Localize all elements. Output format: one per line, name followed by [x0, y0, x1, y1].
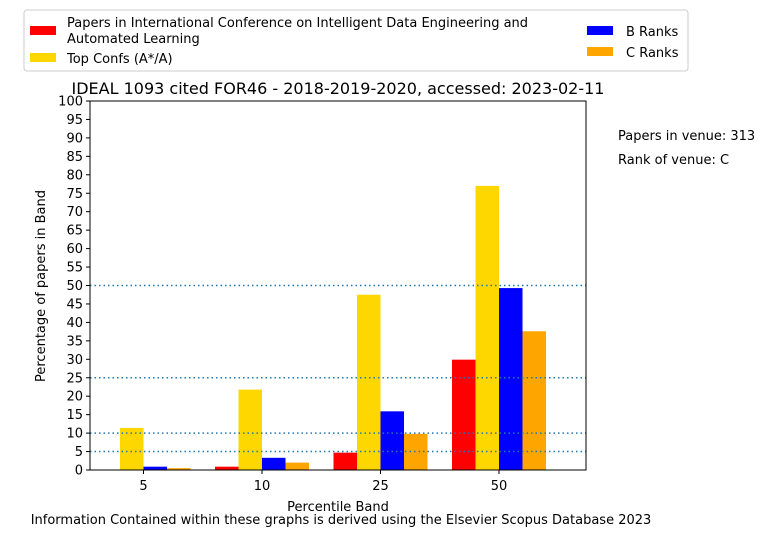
chart-title: IDEAL 1093 cited FOR46 - 2018-2019-2020,… — [72, 79, 605, 98]
legend-label-top: Top Confs (A*/A) — [66, 52, 173, 67]
y-tick-label-10: 10 — [66, 427, 83, 442]
bar-50-series-1 — [475, 185, 499, 470]
x-tick-label-10: 10 — [254, 479, 271, 494]
y-tick-label-20: 20 — [66, 390, 83, 405]
y-axis: 0 5 10 15 20 25 30 35 40 45 50 55 60 65 70 75 80 85 90 95 10… — [58, 95, 90, 479]
bar-5-series-3 — [167, 468, 191, 470]
bar-10-series-2 — [262, 457, 286, 470]
y-tick-label-45: 45 — [66, 297, 83, 312]
legend-label-venue-line1: Papers in International Conference on In… — [67, 16, 528, 31]
y-tick-label-55: 55 — [66, 261, 83, 276]
bar-25-series-0 — [333, 452, 357, 470]
bar-50-series-2 — [499, 288, 523, 470]
y-tick-label-85: 85 — [66, 150, 83, 165]
x-tick-label-50: 50 — [491, 479, 508, 494]
reference-lines-group — [90, 284, 586, 453]
x-tick-label-25: 25 — [372, 479, 389, 494]
y-tick-label-75: 75 — [66, 187, 83, 202]
y-axis-label: Percentage of papers in Band — [34, 190, 49, 382]
y-tick-label-70: 70 — [66, 205, 83, 220]
legend-swatch-venue — [30, 26, 56, 35]
y-tick-label-100: 100 — [58, 95, 83, 110]
x-axis-label: Percentile Band — [287, 500, 389, 515]
y-tick-label-0: 0 — [75, 464, 83, 479]
y-tick-label-80: 80 — [66, 168, 83, 183]
y-tick-label-95: 95 — [66, 113, 83, 128]
y-tick-label-65: 65 — [66, 224, 83, 239]
legend-frame — [23, 9, 689, 72]
bar-10-series-1 — [238, 389, 262, 470]
bar-10-series-3 — [285, 462, 309, 470]
bar-25-series-3 — [404, 433, 428, 470]
bar-5-series-2 — [143, 466, 167, 470]
bar-25-series-1 — [357, 294, 381, 470]
bar-50-series-3 — [522, 331, 546, 470]
papers-in-venue-note: Papers in venue: 313 — [618, 129, 755, 144]
legend-label-c: C Ranks — [626, 46, 679, 61]
y-tick-label-50: 50 — [66, 279, 83, 294]
y-tick-label-25: 25 — [66, 371, 83, 386]
y-tick-label-5: 5 — [75, 445, 83, 460]
legend-label-b: B Ranks — [626, 25, 679, 40]
y-tick-label-60: 60 — [66, 242, 83, 257]
y-tick-label-15: 15 — [66, 408, 83, 423]
x-tick-label-5: 5 — [139, 479, 147, 494]
y-tick-label-35: 35 — [66, 334, 83, 349]
plot-frame — [89, 100, 587, 471]
legend-swatch-c — [587, 47, 613, 56]
bars-group — [120, 185, 546, 470]
bar-50-series-0 — [452, 359, 476, 470]
bar-5-series-1 — [120, 427, 144, 470]
y-tick-label-30: 30 — [66, 353, 83, 368]
legend-swatch-b — [587, 26, 613, 35]
bar-10-series-0 — [215, 466, 239, 470]
footer-source-note: Information Contained within these graph… — [31, 513, 652, 528]
y-tick-label-40: 40 — [66, 316, 83, 331]
legend-swatch-top — [30, 53, 56, 62]
y-tick-label-90: 90 — [66, 131, 83, 146]
legend: Papers in International Conference on In… — [23, 9, 689, 72]
rank-of-venue-note: Rank of venue: C — [618, 153, 729, 168]
legend-label-venue-line2: Automated Learning — [67, 32, 200, 47]
bar-25-series-2 — [380, 411, 404, 470]
x-axis: 5 10 25 50 — [139, 470, 507, 494]
